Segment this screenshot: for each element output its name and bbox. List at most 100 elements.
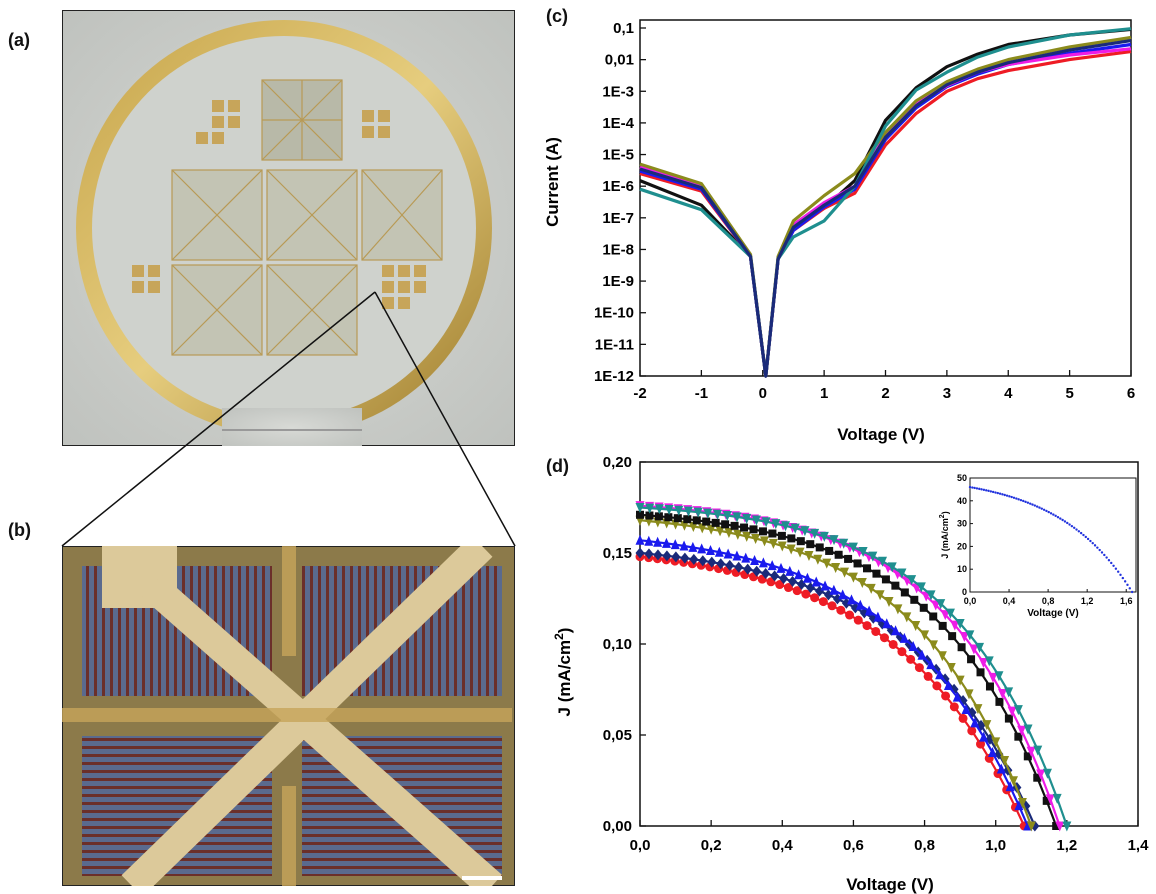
- chart-d-marker: [1045, 794, 1055, 805]
- chart-d-marker: [777, 531, 786, 540]
- chart-d-marker: [949, 683, 959, 695]
- inset-point: [1066, 521, 1069, 525]
- inset-point: [987, 489, 990, 493]
- chart-d-marker: [635, 547, 645, 559]
- chart-d-marker: [996, 763, 1006, 774]
- chart-c-ytick-label: 1E-9: [602, 273, 634, 290]
- chart-d-marker: [975, 642, 985, 653]
- chart-d-marker: [914, 663, 924, 673]
- inset-point: [1130, 590, 1134, 594]
- chart-d-marker: [689, 553, 699, 565]
- chart-d-marker: [911, 621, 921, 632]
- chart-c-ytick-label: 0,01: [605, 52, 634, 69]
- chart-d-marker: [740, 523, 749, 532]
- inset-ylabel-main: J (mA/cm: [940, 518, 950, 559]
- chart-d-marker: [846, 594, 856, 605]
- chart-d-marker: [820, 580, 830, 591]
- chart-d-marker: [692, 516, 701, 525]
- chart-d-marker: [703, 508, 713, 519]
- inset-point: [1096, 546, 1099, 549]
- inset-point: [1100, 551, 1104, 554]
- chart-d-marker: [840, 567, 850, 578]
- chart-d-marker: [950, 620, 960, 631]
- wafer-photo: [62, 10, 515, 446]
- chart-d-marker: [749, 525, 758, 534]
- chart-d-xtick-label: 1,4: [1128, 837, 1150, 854]
- chart-d-marker: [751, 515, 761, 526]
- inset-point: [978, 487, 981, 491]
- chart-d-marker: [834, 550, 843, 559]
- chart-d-marker: [786, 544, 796, 555]
- chart-d-marker: [1007, 706, 1017, 717]
- chart-d-marker: [800, 526, 810, 537]
- chart-d-marker: [831, 562, 841, 573]
- chart-d-marker: [732, 512, 742, 523]
- chart-d-marker: [706, 524, 716, 535]
- chart-d-marker: [884, 597, 894, 608]
- chart-d-marker: [893, 604, 903, 615]
- chart-d-marker: [804, 551, 814, 562]
- inset-ylabel-sup: 2: [939, 514, 946, 518]
- chart-c-ytick-label: 1E-12: [594, 368, 634, 385]
- chart-d-marker: [988, 672, 998, 683]
- inset-ytick-label: 50: [957, 473, 967, 483]
- chart-d-marker: [907, 575, 917, 586]
- inset-point: [1098, 548, 1101, 552]
- chart-d-marker: [858, 546, 868, 557]
- chart-d-marker: [723, 548, 733, 559]
- chart-c-ytick-label: 1E-8: [602, 241, 634, 258]
- chart-d-xtick-label: 0,6: [843, 837, 864, 854]
- chart-d-marker: [1036, 769, 1046, 780]
- chart-d-marker: [899, 632, 909, 643]
- inset-point: [994, 491, 997, 494]
- chart-c-ytick-label: 1E-5: [602, 147, 634, 164]
- chart-d-marker: [855, 599, 865, 610]
- inset-point: [971, 486, 974, 489]
- chart-d-marker: [848, 572, 858, 583]
- chart-d-marker: [693, 507, 703, 518]
- inset-point: [996, 491, 999, 495]
- chart-d-xlabel: Voltage (V): [846, 875, 934, 894]
- inset-xtick-label: 1,6: [1120, 596, 1133, 606]
- inset-ylabel-end: ): [940, 511, 950, 514]
- chart-d-marker: [906, 654, 916, 664]
- chart-d-marker: [707, 556, 717, 568]
- chart-d-marker: [936, 599, 946, 610]
- inset-point: [1040, 507, 1043, 510]
- chart-d-marker: [670, 539, 680, 550]
- chart-d-marker: [916, 582, 926, 593]
- chart-d-marker: [732, 550, 742, 561]
- chart-d-marker: [866, 583, 876, 594]
- chart-d-marker: [979, 731, 989, 742]
- chart-d-marker: [635, 503, 645, 513]
- chart-d-plot: 0,0 0,2 0,4 0,6 0,8 1,0 1,2 1,40,000,050,100,15…: [603, 454, 1149, 854]
- chart-c-xtick-label: 5: [1065, 385, 1073, 402]
- chart-d-marker: [715, 526, 725, 537]
- chart-d-marker: [955, 675, 965, 686]
- chart-d-marker: [982, 720, 992, 731]
- chart-d-marker: [850, 602, 860, 614]
- chart-d-marker: [823, 589, 833, 601]
- inset-point: [1029, 502, 1032, 505]
- chart-d-marker: [857, 578, 867, 589]
- chart-d-marker: [705, 544, 715, 555]
- chart-d-marker: [976, 739, 986, 749]
- chart-d-marker: [770, 570, 780, 582]
- inset-point: [1056, 515, 1060, 519]
- inset-point: [1010, 495, 1013, 499]
- chart-d-marker: [879, 633, 889, 643]
- chart-d-marker: [645, 503, 655, 514]
- inset-point: [1059, 517, 1062, 520]
- chart-d-marker: [1023, 724, 1033, 735]
- inset-point: [1054, 514, 1057, 518]
- inset-point: [1103, 553, 1106, 557]
- chart-d-marker: [742, 513, 752, 524]
- chart-d-marker: [760, 536, 769, 547]
- inset-xtick-label: 1,2: [1081, 596, 1094, 606]
- chart-c-ytick-label: 1E-10: [594, 305, 634, 322]
- chart-d-marker: [702, 517, 711, 526]
- chart-d-xtick-label: 1,2: [1056, 837, 1077, 854]
- chart-d-marker: [932, 681, 942, 691]
- chart-d-marker: [1017, 797, 1027, 808]
- chart-d-inset: 0,0 0,4 0,8 1,2 1,6 0 10 20 30 40 50 Voltage (V) J (…: [939, 473, 1137, 619]
